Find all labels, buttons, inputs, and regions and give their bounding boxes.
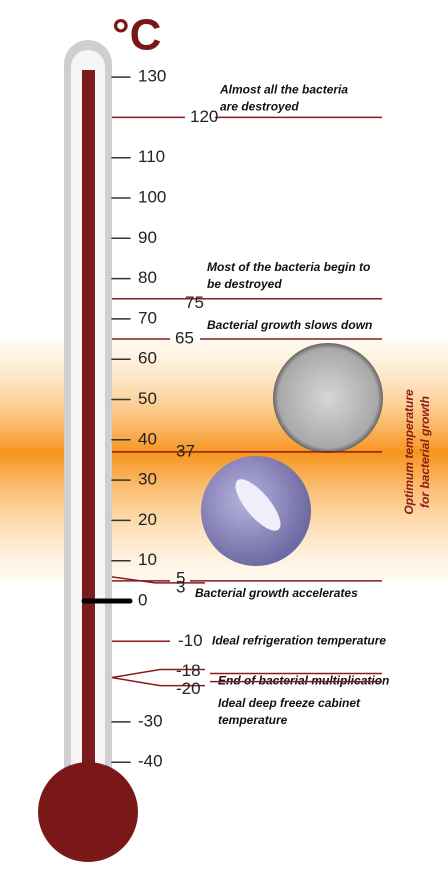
marker-label: 3 <box>176 577 185 596</box>
marker-label: 75 <box>185 293 204 312</box>
tick-label: 0 <box>138 590 147 609</box>
tick-label: 130 <box>138 67 166 86</box>
bacterium <box>235 479 281 531</box>
tick-label: 110 <box>138 147 165 166</box>
annotation-text: be destroyed <box>207 277 282 291</box>
tick-label: 60 <box>138 349 157 368</box>
annotation-text: Ideal refrigeration temperature <box>212 633 386 647</box>
annotation-text: End of bacterial multiplication <box>218 674 389 688</box>
tick-label: 80 <box>138 268 157 287</box>
tick-label: 70 <box>138 308 157 327</box>
side-label: for bacterial growth <box>418 396 432 508</box>
marker-line <box>111 676 205 687</box>
marker-label: 37 <box>176 441 195 460</box>
annotation-text: Most of the bacteria begin to <box>207 260 370 274</box>
marker-label: 120 <box>190 107 218 126</box>
marker-label: 5 <box>176 568 185 587</box>
marker-label: -10 <box>178 631 203 650</box>
side-label: Optimum temperature <box>402 389 416 515</box>
annotation-text: Almost all the bacteria <box>219 83 348 97</box>
mercury-column <box>82 70 95 790</box>
annotation-text: are destroyed <box>220 100 299 114</box>
tick-label: 10 <box>138 550 157 569</box>
marker-label: 65 <box>175 329 194 348</box>
unit-label: °C <box>112 11 161 60</box>
tick-label: 90 <box>138 228 157 247</box>
marker-label: -20 <box>176 679 201 698</box>
tick-label: 50 <box>138 389 157 408</box>
tick-label: -30 <box>138 711 163 730</box>
annotation-text: temperature <box>218 713 288 727</box>
marker-line <box>111 668 205 679</box>
bulb <box>38 762 138 862</box>
petri-image <box>273 343 383 453</box>
tick-label: 20 <box>138 510 157 529</box>
marker-label: -18 <box>176 661 201 680</box>
tick-label: 100 <box>138 187 166 206</box>
annotation-text: Bacterial growth accelerates <box>195 586 358 600</box>
tick-label: -40 <box>138 752 163 771</box>
tick-label: 30 <box>138 470 157 489</box>
annotation-text: Ideal deep freeze cabinet <box>218 696 361 710</box>
annotation-text: Bacterial growth slows down <box>207 318 372 332</box>
marker-line <box>111 576 205 584</box>
tick-label: 40 <box>138 429 157 448</box>
